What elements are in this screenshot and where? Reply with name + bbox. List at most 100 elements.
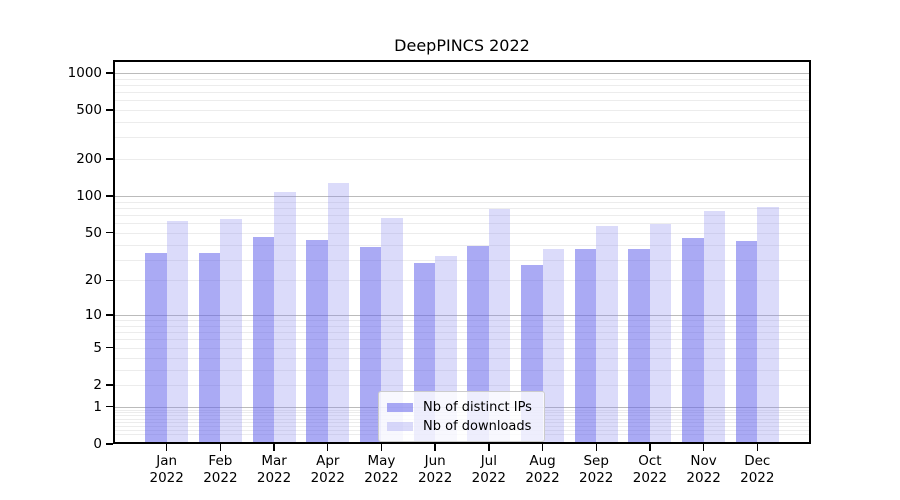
bar-nb-of-downloads-dec: [757, 207, 779, 443]
x-tick-label-jun: Jun 2022: [417, 453, 453, 486]
bar-nb-of-distinct-ips-mar: [252, 237, 275, 443]
gridline-major: [113, 196, 811, 198]
gridline-minor: [113, 84, 811, 86]
y-tick-label: 50: [84, 224, 102, 241]
y-tick-mark: [106, 406, 113, 408]
y-tick-mark: [106, 347, 113, 349]
bar-nb-of-downloads-mar: [274, 192, 296, 443]
gridline-major: [113, 315, 811, 317]
x-tick-label-apr: Apr 2022: [310, 453, 345, 486]
bar-nb-of-distinct-ips-dec: [735, 240, 758, 443]
bar-nb-of-downloads-apr: [327, 183, 350, 443]
y-tick-label: 200: [76, 151, 102, 168]
bar-nb-of-downloads-feb: [220, 218, 242, 443]
y-tick-mark: [106, 109, 113, 111]
gridline-minor: [113, 325, 811, 327]
x-tick-mark: [327, 444, 329, 451]
gridline-minor: [113, 92, 811, 93]
y-tick-label: 5: [93, 339, 102, 356]
gridline-minor: [113, 357, 811, 359]
legend-item-downloads: Nb of downloads: [379, 419, 544, 434]
bar-nb-of-distinct-ips-feb: [198, 253, 221, 443]
gridline-minor: [113, 137, 811, 139]
legend-label-downloads: Nb of downloads: [423, 418, 532, 434]
x-tick-label-feb: Feb 2022: [203, 453, 238, 486]
x-tick-mark: [273, 444, 275, 451]
gridline-minor: [113, 384, 811, 386]
y-tick-label: 10: [84, 307, 102, 324]
x-tick-label-oct: Oct 2022: [632, 453, 668, 486]
bar-nb-of-distinct-ips-nov: [682, 238, 704, 443]
bar-nb-of-distinct-ips-sep: [574, 248, 597, 443]
gridline-minor: [113, 280, 811, 282]
bar-nb-of-distinct-ips-jan: [145, 253, 167, 443]
gridline-minor: [113, 100, 811, 102]
legend-label-distinct-ips: Nb of distinct IPs: [423, 399, 532, 415]
y-tick-mark: [106, 232, 113, 234]
y-tick-mark: [106, 314, 113, 316]
gridline-minor: [113, 244, 811, 246]
x-tick-label-mar: Mar 2022: [256, 453, 292, 486]
bar-nb-of-downloads-oct: [649, 224, 672, 443]
y-tick-mark: [106, 158, 113, 160]
gridline-minor: [113, 110, 811, 112]
legend-swatch-downloads: [387, 421, 413, 431]
y-tick-label: 0: [93, 436, 102, 452]
gridline-minor: [113, 232, 811, 234]
x-tick-mark: [380, 444, 383, 451]
gridline-minor: [113, 339, 811, 341]
gridline-minor: [113, 347, 811, 349]
x-tick-mark: [756, 444, 758, 451]
gridline-minor: [113, 201, 811, 203]
bar-nb-of-distinct-ips-apr: [306, 239, 328, 443]
bar-nb-of-downloads-jan: [166, 221, 189, 443]
bar-nb-of-distinct-ips-oct: [628, 248, 650, 443]
bar-nb-of-downloads-nov: [703, 211, 726, 443]
gridline-minor: [113, 207, 811, 209]
bar-nb-of-distinct-ips-may: [359, 247, 382, 443]
legend: Nb of distinct IPs Nb of downloads: [378, 391, 545, 442]
y-tick-mark: [106, 195, 113, 197]
bar-nb-of-downloads-aug: [542, 248, 565, 443]
x-tick-label-jan: Jan 2022: [149, 453, 184, 486]
legend-swatch-distinct-ips: [387, 402, 413, 412]
bar-nb-of-downloads-may: [381, 218, 403, 443]
x-tick-mark: [702, 444, 705, 451]
y-tick-mark: [106, 384, 113, 386]
y-tick-label: 20: [84, 272, 102, 289]
chart-title: DeepPINCS 2022: [394, 36, 530, 55]
bar-nb-of-downloads-sep: [596, 225, 618, 443]
x-tick-mark: [165, 444, 168, 451]
x-tick-mark: [434, 444, 436, 451]
gridline-minor: [113, 122, 811, 123]
legend-item-distinct-ips: Nb of distinct IPs: [379, 400, 544, 415]
x-tick-label-sep: Sep 2022: [579, 453, 614, 486]
gridline-minor: [113, 78, 811, 80]
y-tick-mark: [106, 443, 113, 445]
gridline-minor: [113, 159, 811, 161]
y-tick-mark: [106, 279, 113, 282]
gridline-minor: [113, 369, 811, 371]
bar-nb-of-downloads-jul: [488, 209, 511, 443]
x-tick-mark: [649, 444, 651, 451]
y-tick-label: 500: [76, 102, 102, 119]
x-tick-mark: [595, 444, 597, 451]
x-tick-mark: [219, 444, 222, 451]
y-tick-label: 1000: [67, 64, 102, 81]
gridline-major: [113, 72, 811, 74]
y-tick-label: 2: [93, 376, 102, 393]
gridline-minor: [113, 320, 811, 322]
plot-border: [113, 60, 811, 444]
x-tick-label-may: May 2022: [364, 453, 399, 486]
x-tick-mark: [488, 444, 490, 451]
x-tick-label-jul: Jul 2022: [471, 453, 507, 486]
y-tick-label: 1: [93, 398, 102, 415]
x-tick-label-dec: Dec 2022: [740, 453, 775, 486]
x-tick-label-aug: Aug 2022: [525, 453, 560, 486]
gridline-minor: [113, 259, 811, 261]
y-tick-label: 100: [76, 188, 102, 205]
gridline-minor: [113, 215, 811, 216]
gridline-minor: [113, 332, 811, 334]
y-tick-mark: [106, 72, 113, 74]
